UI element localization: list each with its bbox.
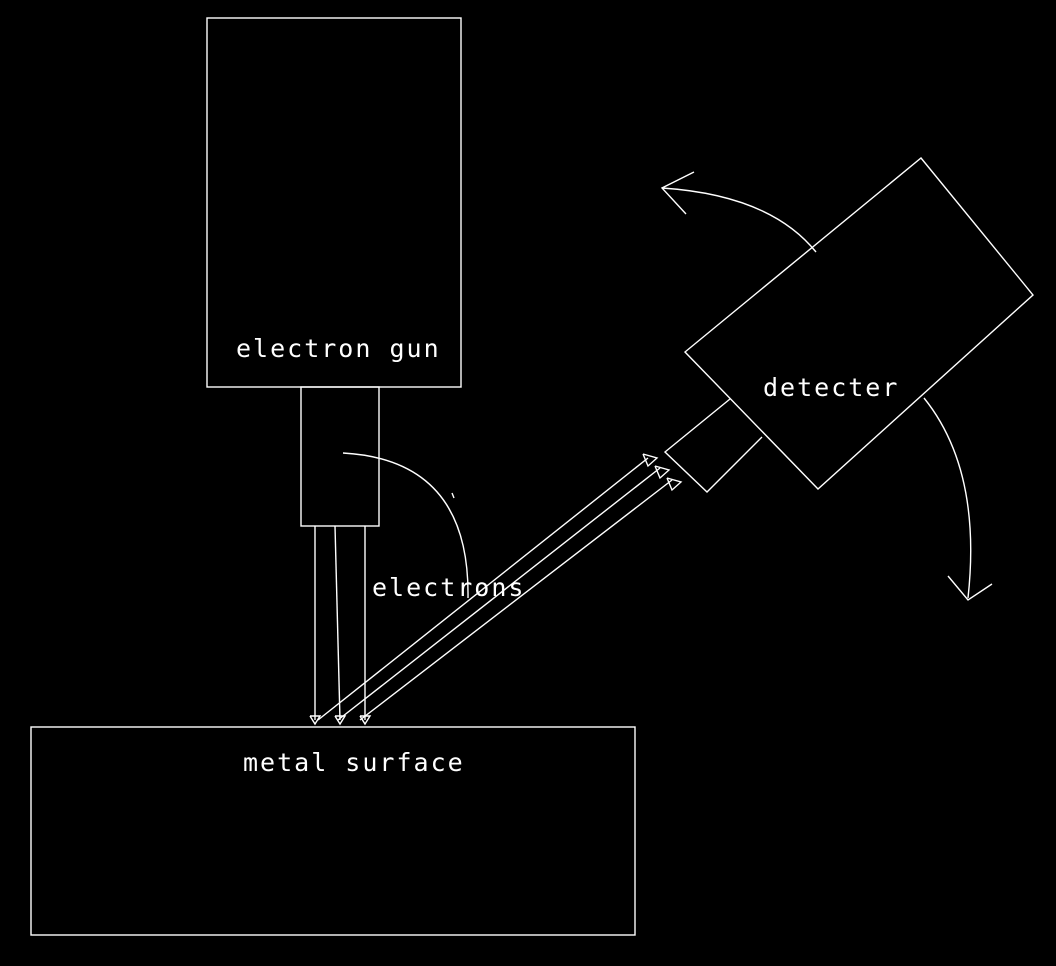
scattered-electron-beam (317, 453, 683, 721)
electrons-label: electrons (372, 573, 525, 602)
detector-label: detecter (763, 373, 899, 402)
metal-surface-label: metal surface (243, 748, 465, 777)
electron-gun-nozzle (300, 386, 380, 527)
rotate-clockwise-arrow-icon (923, 397, 993, 601)
detector: detecter (663, 157, 1034, 493)
rotate-counterclockwise-arrow-icon (660, 171, 817, 253)
scattering-angle (342, 452, 469, 599)
incident-electron-beam (309, 525, 372, 726)
detector-aperture (663, 398, 763, 493)
electron-gun-body (206, 17, 462, 388)
electron-gun-label: electron gun (236, 334, 441, 363)
detector-body (683, 157, 1034, 490)
angle-arc (342, 452, 469, 599)
metal-surface-block (30, 726, 636, 936)
metal-surface: metal surface (30, 726, 636, 936)
angle-mark (451, 492, 455, 499)
electron-gun: electron gun (206, 17, 462, 527)
